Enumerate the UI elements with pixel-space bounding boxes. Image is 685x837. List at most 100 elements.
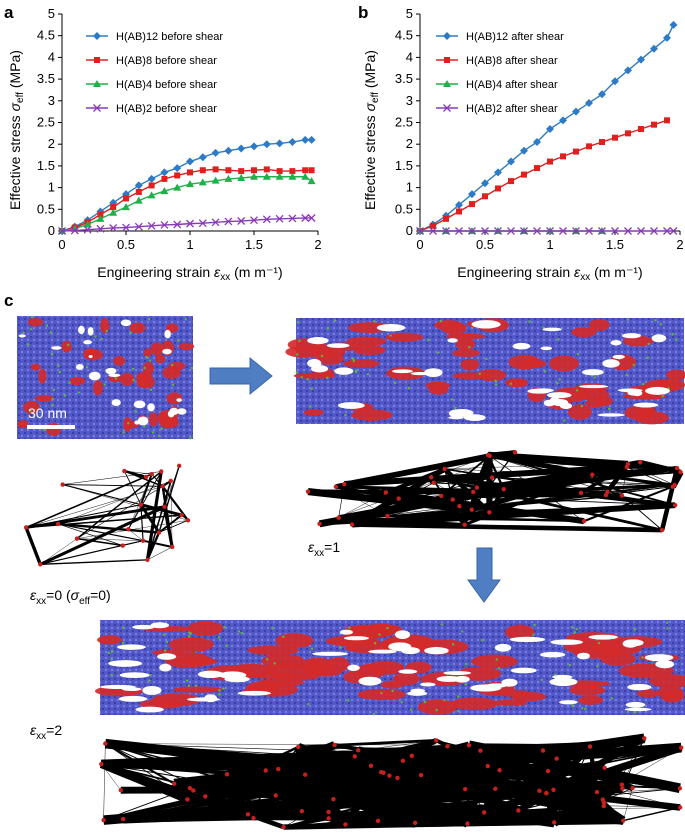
additive-particle — [121, 626, 125, 629]
void — [547, 392, 572, 399]
network-node — [356, 748, 361, 753]
network-edge — [158, 519, 189, 533]
network-node — [677, 805, 683, 810]
additive-particle — [666, 627, 669, 630]
additive-particle — [478, 372, 481, 375]
additive-particle — [326, 376, 329, 380]
network-edge — [57, 523, 123, 546]
hard-domain — [178, 342, 195, 351]
network-node — [396, 496, 401, 501]
network-node — [554, 756, 559, 761]
network-node — [191, 788, 196, 793]
void — [121, 687, 142, 692]
legend-marker — [443, 80, 451, 87]
void — [311, 365, 329, 373]
void — [602, 359, 620, 368]
additive-particle — [563, 419, 566, 422]
hard-domain — [155, 354, 166, 364]
hard-domain — [17, 420, 29, 429]
data-point — [289, 168, 296, 175]
network-edge — [440, 455, 491, 497]
data-point — [173, 220, 182, 229]
data-point — [174, 172, 181, 179]
hard-domain — [511, 691, 546, 702]
additive-particle — [557, 338, 560, 341]
additive-particle — [481, 638, 484, 642]
void — [410, 371, 430, 376]
additive-particle — [148, 679, 151, 682]
additive-particle — [333, 319, 337, 322]
network-edge — [387, 499, 453, 517]
hard-domain — [589, 318, 610, 331]
void — [509, 636, 546, 643]
data-point — [663, 227, 671, 235]
additive-particle — [344, 414, 347, 417]
y-tick-label: 4.5 — [37, 28, 55, 43]
data-point — [212, 166, 219, 173]
network-node — [679, 745, 684, 750]
network-edge — [463, 454, 489, 526]
network-edge — [592, 474, 673, 488]
additive-particle — [165, 640, 169, 644]
additive-particle — [634, 711, 637, 714]
void — [108, 373, 121, 378]
additive-particle — [391, 689, 394, 693]
panel-c-letter: c — [4, 291, 13, 310]
additive-particle — [218, 693, 221, 696]
network-node — [474, 485, 480, 490]
data-point — [83, 220, 92, 228]
data-point — [625, 130, 631, 137]
hard-domain — [303, 408, 324, 416]
network-node — [160, 484, 165, 489]
hard-domain — [261, 654, 306, 669]
data-point — [546, 227, 554, 235]
hard-domain — [318, 347, 346, 358]
additive-particle — [309, 405, 312, 408]
void — [655, 660, 675, 669]
additive-particle — [632, 363, 636, 367]
void — [436, 675, 462, 683]
void — [597, 413, 625, 417]
additive-particle — [49, 331, 52, 334]
void — [137, 416, 149, 426]
void — [105, 367, 117, 375]
y-tick-label: 1 — [48, 180, 55, 195]
data-point — [533, 138, 541, 147]
additive-particle — [189, 437, 192, 440]
hard-domain — [100, 318, 110, 334]
network-edge — [518, 746, 591, 811]
additive-particle — [85, 366, 89, 369]
void — [147, 403, 155, 412]
network-node — [450, 497, 455, 502]
panel-b-xlabel: Engineering strain εxx (m m⁻¹) — [457, 264, 642, 283]
additive-particle — [50, 353, 54, 356]
additive-particle — [485, 357, 488, 361]
voids-0 — [18, 319, 187, 426]
network-edge — [298, 739, 437, 749]
network-node — [489, 475, 495, 480]
network-edge — [140, 503, 183, 517]
data-point — [481, 179, 489, 188]
additive-particle — [573, 631, 577, 634]
data-point — [224, 217, 233, 226]
data-point — [237, 144, 246, 153]
data-point — [494, 227, 502, 235]
network-node — [487, 453, 492, 459]
additive-particle — [378, 633, 381, 636]
void — [120, 319, 132, 327]
scale-bar-label: 30 nm — [28, 405, 67, 421]
network-edge — [430, 467, 446, 479]
void — [307, 337, 329, 345]
additive-particle — [103, 383, 106, 386]
network-edge — [471, 486, 673, 510]
network-node — [156, 530, 162, 535]
additive-particle — [63, 394, 67, 397]
network-node — [352, 754, 357, 759]
void — [395, 630, 411, 640]
data-point — [96, 224, 105, 233]
additive-particle — [354, 369, 358, 372]
network-edge — [161, 486, 174, 548]
y-tick-label: 3.5 — [37, 71, 55, 86]
hard-domain — [353, 345, 386, 356]
additive-particle — [464, 682, 468, 686]
